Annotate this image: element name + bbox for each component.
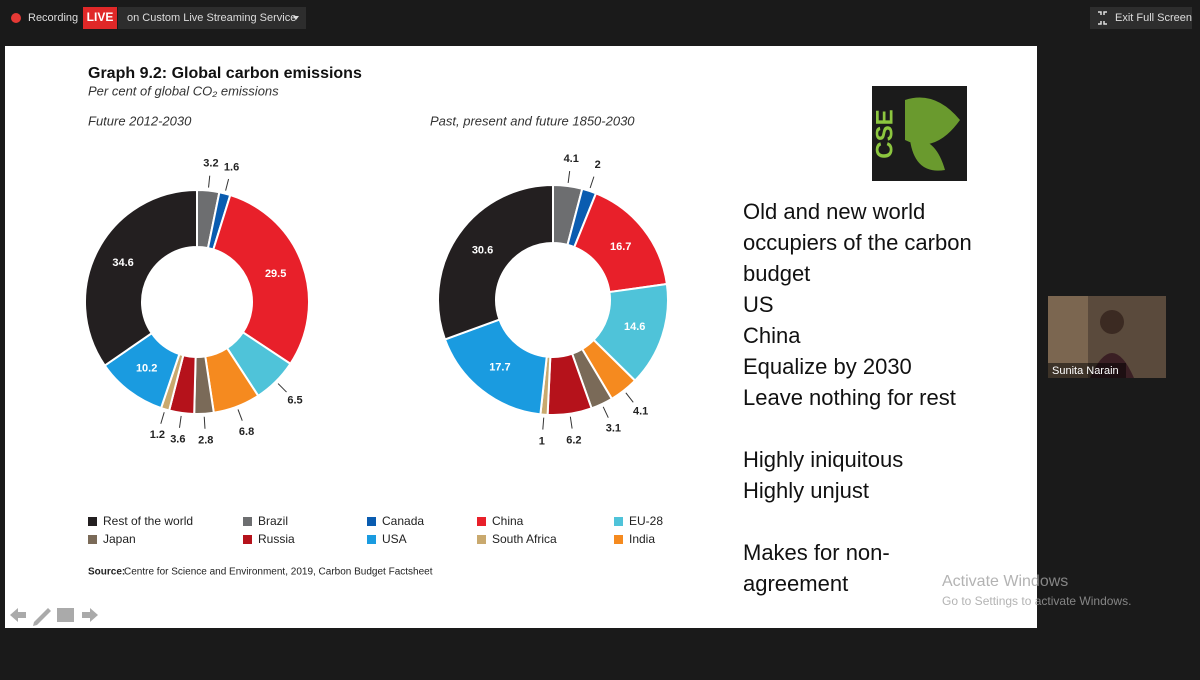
slide-text: occupiers of the carbon [743, 230, 972, 255]
leader-line [160, 412, 165, 424]
leader-line [203, 416, 206, 429]
data-label: 2.8 [198, 435, 213, 447]
leader-line [237, 409, 243, 421]
legend-swatch [614, 535, 623, 544]
record-dot [11, 13, 21, 23]
slide [5, 46, 1037, 628]
exit-label: Exit Full Screen [1115, 12, 1192, 24]
slide-text: Makes for non- [743, 540, 890, 565]
donut-segment [84, 188, 198, 367]
data-label: 6.5 [287, 395, 302, 407]
video-person-head [1100, 310, 1124, 334]
data-label: 2 [595, 159, 601, 171]
live-label: LIVE [87, 10, 114, 24]
leader-line [277, 383, 287, 393]
legend-label: Brazil [258, 514, 288, 528]
video-name: Sunita Narain [1052, 365, 1119, 377]
legend-label: Japan [103, 532, 136, 546]
leader-line [602, 406, 609, 418]
logo-text: CSE [871, 109, 898, 158]
next-icon[interactable] [82, 608, 98, 622]
slide-text: China [743, 323, 801, 348]
slide-text: Highly iniquitous [743, 447, 903, 472]
legend-swatch [367, 535, 376, 544]
leader-line [208, 175, 211, 188]
leader-line [225, 178, 230, 191]
legend-swatch [477, 535, 486, 544]
data-label: 3.1 [606, 422, 621, 434]
legend-swatch [88, 517, 97, 526]
slide-text: Equalize by 2030 [743, 354, 912, 379]
data-label: 4.1 [633, 406, 648, 418]
leader-line [625, 392, 634, 403]
slide-text: Highly unjust [743, 478, 869, 503]
leader-line [542, 417, 545, 430]
prev-icon[interactable] [10, 608, 26, 622]
watermark-text: Go to Settings to activate Windows. [942, 594, 1131, 608]
menu-icon[interactable] [57, 608, 74, 622]
data-label: 6.2 [566, 434, 581, 446]
donut-segment [437, 183, 554, 341]
leader-line [589, 176, 595, 189]
chart-title: Graph 9.2: Global carbon emissions [88, 65, 362, 82]
dropdown-arrow [293, 16, 299, 20]
stream-label: on Custom Live Streaming Service [127, 12, 296, 24]
legend-label: Russia [258, 532, 295, 546]
data-label: 1 [539, 435, 545, 447]
source-label: Source: [88, 567, 125, 578]
data-label: 1.6 [224, 161, 239, 173]
chart-subtitle: Per cent of global CO₂ emissions [88, 83, 279, 98]
legend-swatch [243, 517, 252, 526]
data-label: 29.5 [265, 268, 286, 280]
data-label: 10.2 [136, 363, 157, 375]
pen-icon[interactable] [33, 608, 51, 626]
legend-swatch [88, 535, 97, 544]
donut-segment [212, 193, 310, 366]
legend-label: China [492, 514, 524, 528]
legend-swatch [614, 517, 623, 526]
source-text: Centre for Science and Environment, 2019… [124, 567, 433, 578]
slide-text: Old and new world [743, 199, 925, 224]
recording-label: Recording [28, 12, 78, 24]
data-label: 6.8 [239, 426, 254, 438]
legend-swatch [243, 535, 252, 544]
data-label: 16.7 [610, 241, 631, 253]
exit-icon [1098, 11, 1107, 25]
data-label: 3.2 [203, 158, 218, 170]
donut-title: Past, present and future 1850-2030 [430, 113, 635, 128]
donut-title: Future 2012-2030 [88, 113, 192, 128]
slide-text: budget [743, 261, 810, 286]
video-name-bg [1048, 363, 1126, 378]
stream-dropdown[interactable] [118, 7, 306, 29]
legend-label: EU-28 [629, 514, 663, 528]
exit-fullscreen-button[interactable] [1090, 7, 1192, 29]
live-badge[interactable] [83, 7, 117, 29]
legend-label: Canada [382, 514, 424, 528]
logo-leaves [905, 97, 960, 171]
data-label: 4.1 [564, 153, 579, 165]
legend-swatch [367, 517, 376, 526]
data-label: 1.2 [150, 429, 165, 441]
leader-line [569, 416, 573, 429]
slide-text: Leave nothing for rest [743, 385, 956, 410]
leader-line [567, 171, 571, 184]
watermark-title: Activate Windows [942, 573, 1068, 590]
legend-label: India [629, 532, 655, 546]
slide-text: US [743, 292, 774, 317]
legend-label: South Africa [492, 532, 557, 546]
data-label: 34.6 [112, 257, 133, 269]
legend-label: Rest of the world [103, 514, 193, 528]
data-label: 30.6 [472, 245, 493, 257]
legend-label: USA [382, 532, 407, 546]
legend-swatch [477, 517, 486, 526]
data-label: 17.7 [489, 362, 510, 374]
data-label: 14.6 [624, 321, 645, 333]
slide-text: agreement [743, 571, 848, 596]
data-label: 3.6 [170, 434, 185, 446]
leader-line [179, 415, 182, 428]
